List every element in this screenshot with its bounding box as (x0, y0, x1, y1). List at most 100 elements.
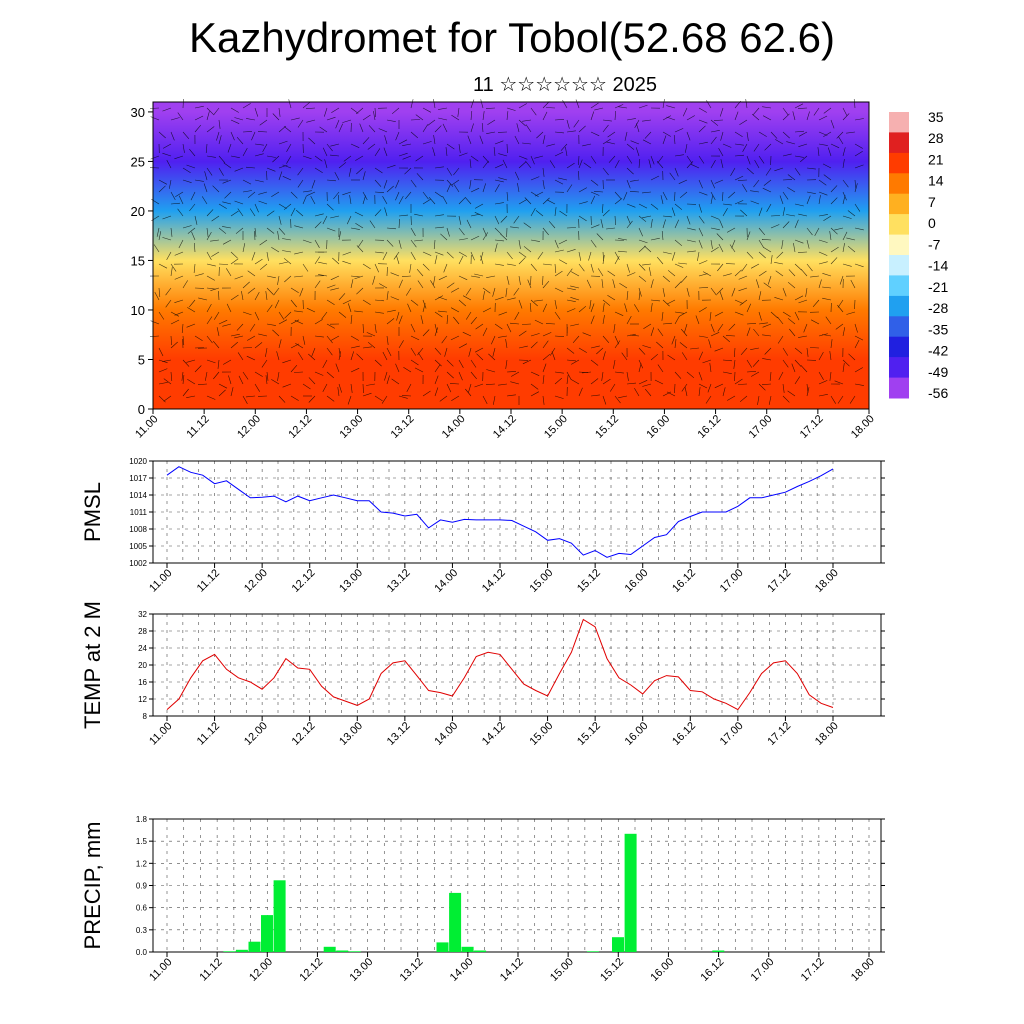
temp2m-xtick-label: 15.00 (527, 720, 555, 748)
precip-ytick-label: 0.9 (136, 882, 148, 891)
pmsl-ytick-label: 1008 (129, 525, 147, 534)
pmsl-xtick-label: 15.00 (527, 567, 555, 595)
pmsl-xtick-label: 16.12 (670, 567, 698, 595)
temp2m-xtick-label: 16.00 (623, 720, 651, 748)
pmsl-xtick-label: 13.12 (385, 567, 413, 595)
temp2m-xtick-label: 13.00 (337, 720, 365, 748)
precip-ytick-label: 1.2 (136, 859, 148, 868)
precip-bar (348, 951, 361, 952)
heatmap-xtick-label: 17.12 (798, 413, 826, 441)
precip-xtick-label: 16.12 (698, 956, 726, 984)
precip-bar (449, 892, 462, 952)
pmsl-grid (153, 460, 881, 564)
colorbar-segment (889, 377, 909, 399)
precip-bar (235, 949, 248, 952)
precip-xtick-label: 14.00 (448, 956, 476, 984)
precip-xtick-label: 16.00 (648, 956, 676, 984)
heatmap-ytick-label: 10 (131, 303, 145, 318)
pmsl-xtick-label: 12.00 (242, 567, 270, 595)
pmsl-ytick-label: 1020 (129, 457, 147, 466)
temp2m-ytick-label: 8 (143, 712, 148, 721)
temp2m-xtick-label: 12.12 (290, 720, 318, 748)
heatmap-xtick-label: 14.00 (440, 413, 468, 441)
precip-ytick-label: 0.6 (136, 904, 148, 913)
colorbar-label: 7 (928, 194, 936, 210)
heatmap-xtick-label: 13.12 (389, 413, 417, 441)
colorbar-label: -14 (928, 258, 948, 274)
precip-bar (712, 950, 725, 952)
precip-ylabel: PRECIP, mm (80, 822, 105, 950)
colorbar-segment (889, 295, 909, 317)
temp2m-panel: 8 12 16 20 24 28 32 11.00 11.12 12.00 12.12 13.00 13… (80, 601, 885, 748)
heatmap-xtick-label: 11.00 (133, 413, 160, 440)
temp2m-xtick-label: 11.12 (195, 720, 222, 747)
precip-bar (461, 946, 474, 952)
temp2m-xtick-label: 17.12 (765, 720, 793, 748)
precip-panel: 0.0 0.3 0.6 0.9 1.2 1.5 1.8 11.00 11.12 12.00 12.1… (80, 815, 885, 984)
temp2m-xtick-label: 14.00 (432, 720, 460, 748)
heatmap-xtick-label: 15.12 (593, 413, 621, 441)
precip-bar (436, 942, 449, 952)
precip-bar (336, 950, 349, 952)
precip-xtick-label: 13.00 (347, 956, 375, 984)
colorbar-label: 0 (928, 215, 936, 231)
pmsl-xtick-label: 16.00 (623, 567, 651, 595)
precip-xtick-label: 18.00 (849, 956, 877, 984)
precip-xtick-label: 12.00 (247, 956, 275, 984)
temp2m-xtick-label: 15.12 (575, 720, 603, 748)
colorbar-label: -56 (928, 385, 948, 401)
precip-xtick-label: 11.00 (147, 956, 174, 983)
precip-xtick-label: 15.00 (548, 956, 576, 984)
temp2m-ytick-label: 20 (138, 661, 147, 670)
precip-xtick-label: 15.12 (598, 956, 626, 984)
precip-xtick-label: 17.12 (799, 956, 827, 984)
colorbar-segment (889, 316, 909, 338)
pmsl-series-line (166, 466, 834, 558)
pmsl-xtick-label: 11.12 (195, 567, 222, 594)
precip-ytick-label: 0.3 (136, 926, 148, 935)
temp2m-xtick-label: 17.00 (718, 720, 746, 748)
pmsl-xtick-label: 15.12 (575, 567, 603, 595)
colorbar-label: -7 (928, 236, 941, 252)
pmsl-xtick-label: 12.12 (290, 567, 318, 595)
precip-bar (273, 880, 286, 952)
colorbar-label: -28 (928, 300, 948, 316)
temp2m-grid (153, 613, 881, 717)
pmsl-xtick-label: 13.00 (337, 567, 365, 595)
temp2m-xtick-label: 14.12 (480, 720, 508, 748)
heatmap-ytick-label: 15 (131, 253, 145, 268)
precip-xtick-label: 17.00 (749, 956, 777, 984)
temp2m-ytick-label: 16 (138, 678, 147, 687)
colorbar-segment (889, 336, 909, 358)
colorbar-label: -35 (928, 321, 948, 337)
heatmap-ytick-label: 0 (138, 402, 145, 417)
colorbar-label: 21 (928, 152, 944, 168)
colorbar-label: 28 (928, 130, 944, 146)
heatmap-ytick-label: 5 (138, 352, 145, 367)
pmsl-xtick-label: 17.00 (718, 567, 746, 595)
colorbar-segment (889, 152, 909, 174)
precip-bar (624, 833, 637, 952)
pmsl-ytick-label: 1011 (130, 508, 148, 517)
colorbar-segment (889, 234, 909, 256)
heatmap-xtick-label: 15.00 (542, 413, 570, 441)
colorbar-segment (889, 255, 909, 276)
colorbar-label: -42 (928, 343, 948, 359)
heatmap-xtick-label: 13.00 (337, 413, 365, 441)
pmsl-ytick-label: 1002 (129, 559, 147, 568)
temp2m-ytick-label: 12 (138, 695, 147, 704)
pmsl-xtick-label: 17.12 (765, 567, 793, 595)
precip-bar (474, 950, 487, 952)
precip-xtick-label: 13.12 (398, 956, 426, 984)
wind-barbs (149, 98, 864, 405)
temp2m-series-line (166, 618, 834, 711)
pmsl-xtick-label: 11.00 (147, 567, 174, 594)
temp2m-ytick-label: 32 (138, 610, 147, 619)
precip-bar (612, 937, 624, 952)
heatmap-xtick-label: 11.12 (184, 413, 211, 440)
temp2m-xtick-label: 12.00 (242, 720, 270, 748)
heatmap-xtick-label: 16.00 (644, 413, 672, 441)
precip-ytick-label: 1.5 (136, 837, 148, 846)
precip-bar (586, 951, 599, 952)
